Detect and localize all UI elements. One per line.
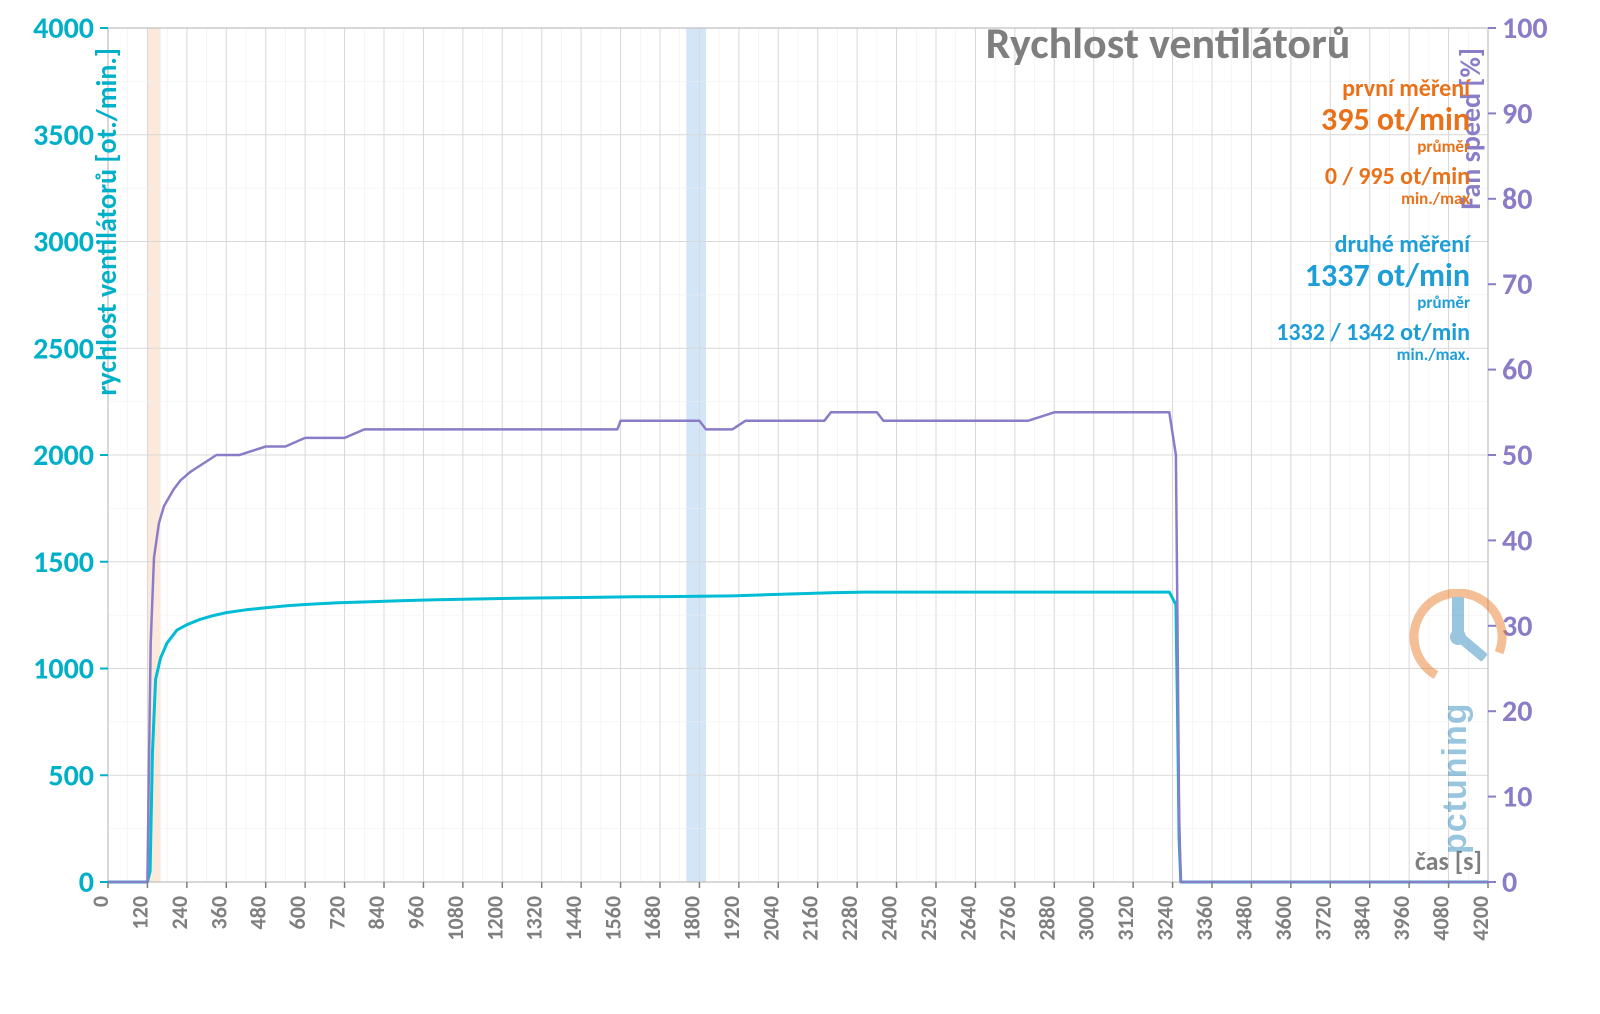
svg-text:3240: 3240 <box>1152 896 1179 941</box>
fan-speed-chart: 0120240360480600720840960108012001320144… <box>0 0 1600 1009</box>
svg-text:1560: 1560 <box>600 896 627 941</box>
svg-text:395 ot/min: 395 ot/min <box>1321 100 1470 139</box>
svg-text:2880: 2880 <box>1033 896 1060 941</box>
svg-text:2640: 2640 <box>954 896 981 941</box>
svg-text:3360: 3360 <box>1191 896 1218 941</box>
svg-text:500: 500 <box>48 757 94 794</box>
svg-text:3000: 3000 <box>33 224 94 261</box>
svg-text:min./max.: min./max. <box>1397 344 1470 365</box>
svg-text:0: 0 <box>1502 864 1517 901</box>
svg-text:3600: 3600 <box>1270 896 1297 941</box>
svg-text:480: 480 <box>245 896 272 929</box>
svg-text:1337 ot/min: 1337 ot/min <box>1305 256 1470 295</box>
svg-text:960: 960 <box>402 896 429 929</box>
svg-text:10: 10 <box>1502 779 1532 816</box>
svg-text:100: 100 <box>1502 10 1548 47</box>
svg-text:1680: 1680 <box>639 896 666 941</box>
svg-text:1440: 1440 <box>560 896 587 941</box>
svg-text:2280: 2280 <box>836 896 863 941</box>
svg-text:3720: 3720 <box>1309 896 1336 941</box>
svg-text:druhé měření: druhé měření <box>1335 230 1473 259</box>
svg-text:1000: 1000 <box>33 651 94 688</box>
svg-text:1332 / 1342 ot/min: 1332 / 1342 ot/min <box>1276 318 1470 347</box>
svg-text:rychlost ventilátorů [ot./min.: rychlost ventilátorů [ot./min.] <box>89 48 124 396</box>
svg-text:30: 30 <box>1502 608 1532 645</box>
svg-text:1500: 1500 <box>33 544 94 581</box>
svg-text:3960: 3960 <box>1388 896 1415 941</box>
svg-text:3500: 3500 <box>33 117 94 154</box>
svg-text:2400: 2400 <box>876 896 903 941</box>
svg-text:2040: 2040 <box>757 896 784 941</box>
svg-text:4000: 4000 <box>33 10 94 47</box>
svg-text:1080: 1080 <box>442 896 469 941</box>
svg-text:4200: 4200 <box>1467 896 1494 941</box>
svg-text:840: 840 <box>363 896 390 929</box>
svg-text:2160: 2160 <box>797 896 824 941</box>
svg-text:první měření: první měření <box>1342 74 1472 103</box>
svg-text:90: 90 <box>1502 95 1532 132</box>
svg-text:0 / 995 ot/min: 0 / 995 ot/min <box>1325 162 1470 191</box>
svg-text:průměr: průměr <box>1417 292 1470 313</box>
svg-text:40: 40 <box>1502 522 1532 559</box>
svg-text:80: 80 <box>1502 181 1532 218</box>
svg-text:1320: 1320 <box>521 896 548 941</box>
svg-text:Rychlost ventilátorů: Rychlost ventilátorů <box>986 16 1351 70</box>
chart-svg: 0120240360480600720840960108012001320144… <box>0 0 1600 1009</box>
svg-text:240: 240 <box>166 896 193 929</box>
svg-text:1800: 1800 <box>678 896 705 941</box>
svg-text:čas [s]: čas [s] <box>1415 845 1482 877</box>
svg-text:360: 360 <box>205 896 232 929</box>
svg-text:3840: 3840 <box>1349 896 1376 941</box>
svg-text:3000: 3000 <box>1073 896 1100 941</box>
svg-text:průměr: průměr <box>1417 136 1470 157</box>
svg-text:min./max: min./max <box>1401 188 1470 209</box>
svg-text:3120: 3120 <box>1112 896 1139 941</box>
svg-text:60: 60 <box>1502 352 1532 389</box>
svg-text:720: 720 <box>324 896 351 929</box>
svg-text:2500: 2500 <box>33 330 94 367</box>
svg-text:1920: 1920 <box>718 896 745 941</box>
svg-text:4080: 4080 <box>1428 896 1455 941</box>
svg-text:50: 50 <box>1502 437 1532 474</box>
svg-text:70: 70 <box>1502 266 1532 303</box>
svg-text:2000: 2000 <box>33 437 94 474</box>
svg-text:2520: 2520 <box>915 896 942 941</box>
svg-text:2760: 2760 <box>994 896 1021 941</box>
svg-text:600: 600 <box>284 896 311 929</box>
svg-text:3480: 3480 <box>1230 896 1257 941</box>
svg-text:120: 120 <box>126 896 153 929</box>
svg-text:20: 20 <box>1502 693 1532 730</box>
svg-text:1200: 1200 <box>481 896 508 941</box>
svg-text:0: 0 <box>79 864 94 901</box>
